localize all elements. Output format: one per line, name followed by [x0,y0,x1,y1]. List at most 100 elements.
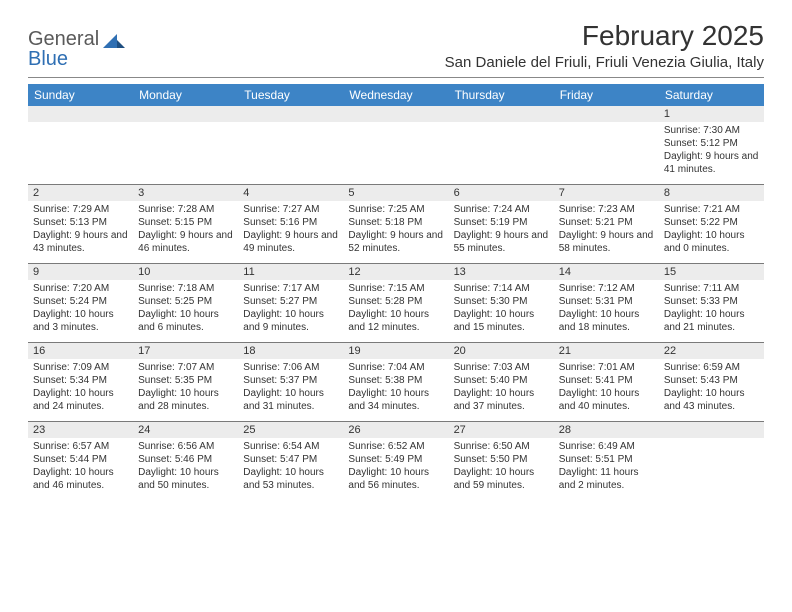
day-number: 26 [343,422,448,438]
sunrise-text: Sunrise: 6:57 AM [33,440,128,453]
day-number: 11 [238,264,343,280]
daylight-text: Daylight: 9 hours and 46 minutes. [138,229,233,255]
calendar-cell-empty [554,106,659,184]
sunrise-text: Sunrise: 6:59 AM [664,361,759,374]
sunrise-text: Sunrise: 7:04 AM [348,361,443,374]
sunset-text: Sunset: 5:34 PM [33,374,128,387]
calendar-cell: 12Sunrise: 7:15 AMSunset: 5:28 PMDayligh… [343,264,448,342]
day-details: Sunrise: 7:09 AMSunset: 5:34 PMDaylight:… [28,359,133,417]
calendar-cell-empty [659,422,764,500]
calendar-cell: 8Sunrise: 7:21 AMSunset: 5:22 PMDaylight… [659,185,764,263]
calendar-cell: 24Sunrise: 6:56 AMSunset: 5:46 PMDayligh… [133,422,238,500]
daylight-text: Daylight: 9 hours and 41 minutes. [664,150,759,176]
sunrise-text: Sunrise: 7:18 AM [138,282,233,295]
calendar-cell-empty [28,106,133,184]
sunrise-text: Sunrise: 7:25 AM [348,203,443,216]
daylight-text: Daylight: 9 hours and 55 minutes. [454,229,549,255]
calendar-cell: 4Sunrise: 7:27 AMSunset: 5:16 PMDaylight… [238,185,343,263]
day-details: Sunrise: 7:12 AMSunset: 5:31 PMDaylight:… [554,280,659,338]
day-number: 16 [28,343,133,359]
day-number [133,106,238,122]
day-details: Sunrise: 6:52 AMSunset: 5:49 PMDaylight:… [343,438,448,496]
daylight-text: Daylight: 10 hours and 59 minutes. [454,466,549,492]
day-number: 28 [554,422,659,438]
day-number: 18 [238,343,343,359]
sunrise-text: Sunrise: 6:50 AM [454,440,549,453]
daylight-text: Daylight: 10 hours and 56 minutes. [348,466,443,492]
sunrise-text: Sunrise: 7:07 AM [138,361,233,374]
day-details: Sunrise: 6:56 AMSunset: 5:46 PMDaylight:… [133,438,238,496]
calendar-cell: 11Sunrise: 7:17 AMSunset: 5:27 PMDayligh… [238,264,343,342]
month-title: February 2025 [445,20,764,52]
sunset-text: Sunset: 5:43 PM [664,374,759,387]
day-number: 8 [659,185,764,201]
day-details: Sunrise: 7:11 AMSunset: 5:33 PMDaylight:… [659,280,764,338]
sunset-text: Sunset: 5:46 PM [138,453,233,466]
daylight-text: Daylight: 10 hours and 43 minutes. [664,387,759,413]
calendar-cell: 3Sunrise: 7:28 AMSunset: 5:15 PMDaylight… [133,185,238,263]
calendar-cell: 13Sunrise: 7:14 AMSunset: 5:30 PMDayligh… [449,264,554,342]
logo-blue-wrap: Blue [28,48,68,71]
daylight-text: Daylight: 10 hours and 3 minutes. [33,308,128,334]
day-number: 2 [28,185,133,201]
day-number [659,422,764,438]
day-details: Sunrise: 7:03 AMSunset: 5:40 PMDaylight:… [449,359,554,417]
sunrise-text: Sunrise: 7:29 AM [33,203,128,216]
day-number: 3 [133,185,238,201]
calendar-cell: 14Sunrise: 7:12 AMSunset: 5:31 PMDayligh… [554,264,659,342]
daylight-text: Daylight: 10 hours and 34 minutes. [348,387,443,413]
logo-triangle-icon [103,32,125,48]
sunset-text: Sunset: 5:40 PM [454,374,549,387]
daylight-text: Daylight: 10 hours and 37 minutes. [454,387,549,413]
sunrise-text: Sunrise: 7:20 AM [33,282,128,295]
calendar-cell: 20Sunrise: 7:03 AMSunset: 5:40 PMDayligh… [449,343,554,421]
sunset-text: Sunset: 5:51 PM [559,453,654,466]
week-row: 16Sunrise: 7:09 AMSunset: 5:34 PMDayligh… [28,342,764,421]
daylight-text: Daylight: 10 hours and 18 minutes. [559,308,654,334]
calendar-cell: 2Sunrise: 7:29 AMSunset: 5:13 PMDaylight… [28,185,133,263]
calendar-cell: 6Sunrise: 7:24 AMSunset: 5:19 PMDaylight… [449,185,554,263]
daylight-text: Daylight: 10 hours and 40 minutes. [559,387,654,413]
sunrise-text: Sunrise: 7:01 AM [559,361,654,374]
week-row: 23Sunrise: 6:57 AMSunset: 5:44 PMDayligh… [28,421,764,500]
calendar: Sunday Monday Tuesday Wednesday Thursday… [28,84,764,500]
calendar-cell: 15Sunrise: 7:11 AMSunset: 5:33 PMDayligh… [659,264,764,342]
calendar-cell: 18 Sunrise: 7:06 AMSunset: 5:37 PMDayligh… [238,343,343,421]
calendar-cell: 1Sunrise: 7:30 AMSunset: 5:12 PMDaylight… [659,106,764,184]
daylight-text: Daylight: 10 hours and 31 minutes. [243,387,338,413]
sunrise-text: Sunrise: 7:27 AM [243,203,338,216]
calendar-cell: 17Sunrise: 7:07 AMSunset: 5:35 PMDayligh… [133,343,238,421]
day-details: Sunrise: 6:59 AMSunset: 5:43 PMDaylight:… [659,359,764,417]
day-header-wednesday: Wednesday [343,84,448,106]
sunrise-text: Sunrise: 6:56 AM [138,440,233,453]
sunset-text: Sunset: 5:50 PM [454,453,549,466]
sunset-text: Sunset: 5:37 PM [243,374,338,387]
sunset-text: Sunset: 5:47 PM [243,453,338,466]
day-details: Sunrise: 7:30 AMSunset: 5:12 PMDaylight:… [659,122,764,180]
sunrise-text: Sunrise: 7:24 AM [454,203,549,216]
day-header-tuesday: Tuesday [238,84,343,106]
sunrise-text: Sunrise: 7:15 AM [348,282,443,295]
sunrise-text: Sunrise: 7:06 AM [243,361,338,374]
sunrise-text: Sunrise: 7:21 AM [664,203,759,216]
day-details: Sunrise: 7:17 AMSunset: 5:27 PMDaylight:… [238,280,343,338]
daylight-text: Daylight: 11 hours and 2 minutes. [559,466,654,492]
day-number: 9 [28,264,133,280]
logo-text-blue: Blue [28,48,68,70]
calendar-cell-empty [343,106,448,184]
day-details: Sunrise: 7:20 AMSunset: 5:24 PMDaylight:… [28,280,133,338]
day-number: 24 [133,422,238,438]
week-row: 9Sunrise: 7:20 AMSunset: 5:24 PMDaylight… [28,263,764,342]
day-number: 15 [659,264,764,280]
day-number [449,106,554,122]
daylight-text: Daylight: 10 hours and 12 minutes. [348,308,443,334]
sunset-text: Sunset: 5:18 PM [348,216,443,229]
sunset-text: Sunset: 5:41 PM [559,374,654,387]
sunset-text: Sunset: 5:24 PM [33,295,128,308]
calendar-cell: 28Sunrise: 6:49 AMSunset: 5:51 PMDayligh… [554,422,659,500]
sunset-text: Sunset: 5:30 PM [454,295,549,308]
day-header-thursday: Thursday [449,84,554,106]
week-row: 1Sunrise: 7:30 AMSunset: 5:12 PMDaylight… [28,106,764,184]
day-details: Sunrise: 7:21 AMSunset: 5:22 PMDaylight:… [659,201,764,259]
sunrise-text: Sunrise: 7:28 AM [138,203,233,216]
